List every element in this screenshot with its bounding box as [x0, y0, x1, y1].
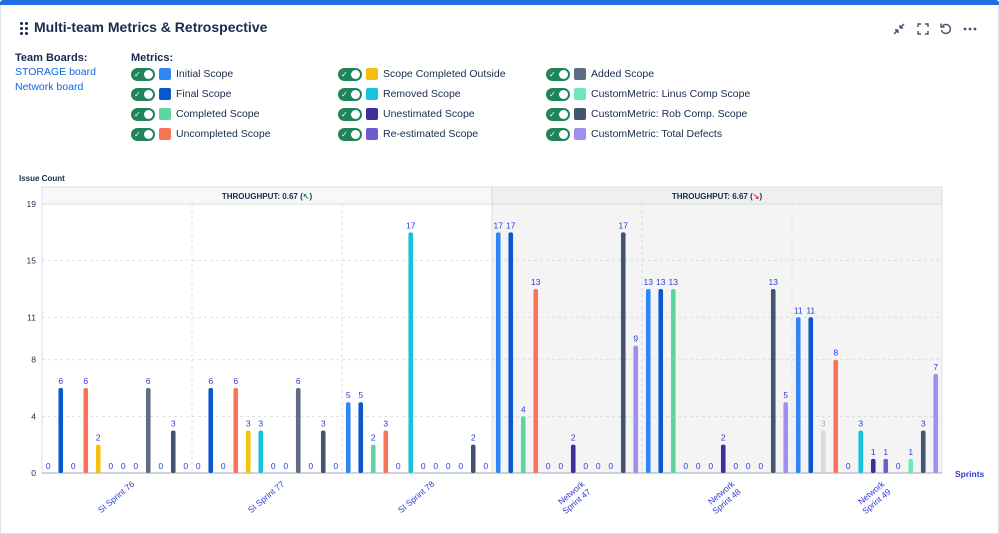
- metric-swatch: [366, 88, 378, 100]
- metric-toggle-initial-scope[interactable]: ✓: [131, 67, 155, 81]
- metric-item[interactable]: ✓ Final Scope: [131, 87, 231, 101]
- metric-swatch: [159, 88, 171, 100]
- metric-item[interactable]: ✓ Removed Scope: [338, 87, 461, 101]
- metrics-label: Metrics:: [131, 52, 174, 64]
- metric-toggle-custommetric-linus-comp-scope[interactable]: ✓: [546, 87, 570, 101]
- y-axis-label: Issue Count: [19, 174, 65, 183]
- team-boards-label: Team Boards:: [15, 52, 88, 64]
- metric-swatch: [159, 128, 171, 140]
- metric-toggle-final-scope[interactable]: ✓: [131, 87, 155, 101]
- panel-title: Multi-team Metrics & Retrospective: [34, 19, 268, 35]
- metric-swatch: [366, 108, 378, 120]
- metric-label: CustomMetric: Rob Comp. Scope: [591, 108, 748, 120]
- metric-label: Scope Completed Outside: [383, 68, 506, 80]
- metric-item[interactable]: ✓ Unestimated Scope: [338, 107, 475, 121]
- board-link-storage[interactable]: STORAGE board: [15, 66, 96, 78]
- metric-toggle-scope-completed-outside[interactable]: ✓: [338, 67, 362, 81]
- metric-toggle-unestimated-scope[interactable]: ✓: [338, 107, 362, 121]
- metric-swatch: [366, 128, 378, 140]
- panel-accent-bar: [0, 0, 999, 5]
- metric-toggle-removed-scope[interactable]: ✓: [338, 87, 362, 101]
- metric-label: Uncompleted Scope: [176, 128, 271, 140]
- metric-label: CustomMetric: Linus Comp Scope: [591, 88, 751, 100]
- metric-item[interactable]: ✓ CustomMetric: Rob Comp. Scope: [546, 107, 747, 121]
- minimize-icon[interactable]: [889, 19, 909, 39]
- metric-item[interactable]: ✓ CustomMetric: Total Defects: [546, 127, 722, 141]
- metric-item[interactable]: ✓ Scope Completed Outside: [338, 67, 506, 81]
- metric-label: Re-estimated Scope: [383, 128, 479, 140]
- metric-toggle-completed-scope[interactable]: ✓: [131, 107, 155, 121]
- metric-toggle-added-scope[interactable]: ✓: [546, 67, 570, 81]
- metric-item[interactable]: ✓ Re-estimated Scope: [338, 127, 478, 141]
- metric-label: Final Scope: [176, 88, 232, 100]
- metric-label: Added Scope: [591, 68, 655, 80]
- metric-label: Completed Scope: [176, 108, 260, 120]
- metric-item[interactable]: ✓ Initial Scope: [131, 67, 233, 81]
- metric-swatch: [574, 88, 586, 100]
- metric-label: Removed Scope: [383, 88, 461, 100]
- metric-label: Initial Scope: [176, 68, 234, 80]
- metric-toggle-uncompleted-scope[interactable]: ✓: [131, 127, 155, 141]
- metric-item[interactable]: ✓ Added Scope: [546, 67, 654, 81]
- metric-label: CustomMetric: Total Defects: [591, 128, 723, 140]
- dashboard-panel: [0, 5, 999, 534]
- fullscreen-icon[interactable]: [913, 19, 933, 39]
- metric-swatch: [574, 128, 586, 140]
- more-icon[interactable]: [960, 19, 980, 39]
- metric-swatch: [574, 108, 586, 120]
- metric-swatch: [159, 68, 171, 80]
- drag-handle-icon[interactable]: [20, 22, 30, 35]
- metric-item[interactable]: ✓ CustomMetric: Linus Comp Scope: [546, 87, 750, 101]
- metric-item[interactable]: ✓ Completed Scope: [131, 107, 259, 121]
- refresh-icon[interactable]: [936, 19, 956, 39]
- board-link-network[interactable]: Network board: [15, 81, 84, 93]
- metric-swatch: [366, 68, 378, 80]
- metric-swatch: [574, 68, 586, 80]
- metric-toggle-custommetric-rob-comp-scope[interactable]: ✓: [546, 107, 570, 121]
- metric-swatch: [159, 108, 171, 120]
- metric-toggle-custommetric-total-defects[interactable]: ✓: [546, 127, 570, 141]
- metric-toggle-re-estimated-scope[interactable]: ✓: [338, 127, 362, 141]
- metric-label: Unestimated Scope: [383, 108, 475, 120]
- metric-item[interactable]: ✓ Uncompleted Scope: [131, 127, 271, 141]
